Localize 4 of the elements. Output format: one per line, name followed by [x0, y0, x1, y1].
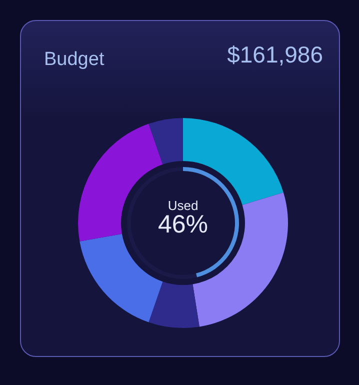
text: $161,986: [227, 42, 324, 68]
text: 46%: [158, 210, 208, 238]
chart-title: Budget: [44, 49, 105, 70]
text: Used: [168, 198, 198, 213]
